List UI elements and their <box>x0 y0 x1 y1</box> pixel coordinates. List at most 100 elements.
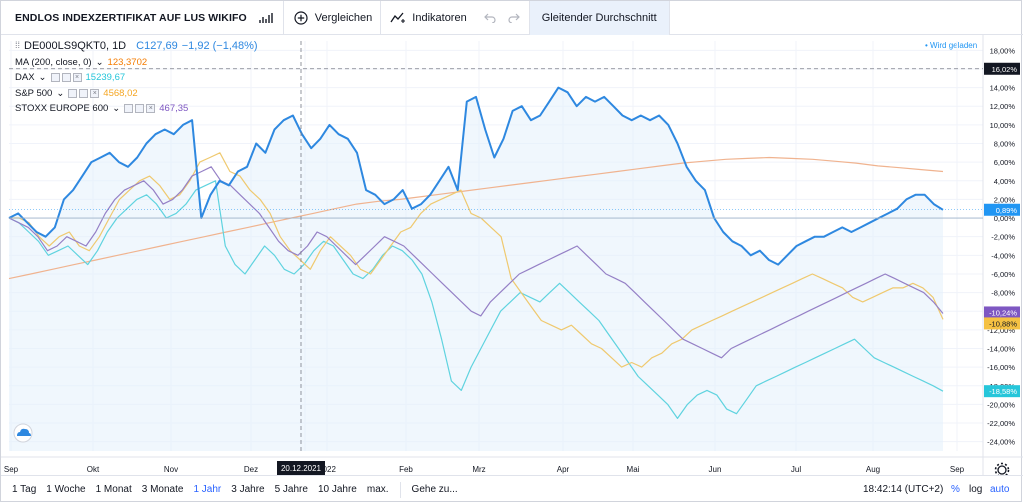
last-value-badge <box>984 306 1020 319</box>
eye-icon[interactable] <box>50 73 60 83</box>
time-axis[interactable]: SepOktNovDezJan2022FebMrzAprMaiJunJulAug… <box>1 456 1023 474</box>
x-tick-label: Aug <box>866 465 880 474</box>
y-tick-label: -4,00% <box>991 251 1015 260</box>
eye-icon[interactable] <box>68 88 78 98</box>
y-tick-label: -20,00% <box>987 400 1015 409</box>
range-button[interactable]: 3 Monate <box>141 484 184 495</box>
series-line-spx <box>9 152 944 368</box>
settings-icon[interactable] <box>61 73 71 83</box>
chevron-down-icon[interactable]: ⌄ <box>95 56 104 68</box>
close-icon[interactable]: × <box>90 88 100 98</box>
last-value-badge <box>984 203 1020 216</box>
series-value-spx: 4568,02 <box>103 87 138 99</box>
settings-icon[interactable] <box>79 88 89 98</box>
y-tick-label: -14,00% <box>987 345 1015 354</box>
close-icon[interactable]: × <box>72 73 82 83</box>
series-value-dax: 15239,67 <box>85 72 126 83</box>
main-change: −1,92 (−1,48%) <box>181 40 258 52</box>
y-tick-label: -12,00% <box>987 326 1015 335</box>
y-tick-label: 0,00% <box>994 214 1016 223</box>
last-value-label: 0,89% <box>996 206 1018 215</box>
percent-toggle[interactable]: % <box>951 484 960 495</box>
redo-button[interactable] <box>502 1 529 35</box>
x-tick-label: Okt <box>87 465 100 474</box>
gear-icon[interactable] <box>994 462 1010 476</box>
undo-icon <box>481 9 499 27</box>
range-button[interactable]: 1 Monat <box>95 484 132 495</box>
bottom-toolbar: 1 Tag 1 Woche 1 Monat 3 Monate 1 Jahr 3 Jahre… <box>1 475 1023 503</box>
series-value-stoxx: 467,35 <box>159 103 189 114</box>
gear-icon-teeth[interactable] <box>994 462 1010 476</box>
range-button[interactable]: 1 Tag <box>12 484 37 495</box>
range-button[interactable]: 1 Jahr <box>193 484 222 495</box>
legend-ma-row[interactable]: MA (200, close, 0) ⌄ 123,3702 <box>15 55 258 71</box>
price-chart[interactable]: SepOktNovDezJan2022FebMrzAprMaiJunJulAug… <box>1 35 1023 475</box>
range-button[interactable]: max. <box>366 484 389 495</box>
chart-overlay: 20.12.2021 16,02% 0,89% -10,24% -10,88% -18,5… <box>9 41 1020 475</box>
log-toggle[interactable]: log <box>969 484 983 495</box>
last-value-badge <box>984 317 1020 330</box>
toolbar-divider <box>528 0 530 35</box>
y-tick-label: -8,00% <box>991 289 1015 298</box>
last-value-label: -10,88% <box>989 319 1017 328</box>
compare-button[interactable]: Vergleichen <box>284 1 381 35</box>
clock: 18:42:14 (UTC+2) <box>863 484 944 495</box>
moving-average-tab[interactable]: Gleitender Durchschnitt <box>529 0 669 35</box>
x-tick-label: Jun <box>709 465 722 474</box>
settings-icon[interactable] <box>135 104 145 114</box>
redo-icon <box>505 9 523 27</box>
compare-label: Vergleichen <box>314 11 373 24</box>
toolbar-divider <box>668 0 670 35</box>
indicators-button[interactable]: Indikatoren <box>381 1 474 35</box>
chevron-down-icon[interactable]: ⌄ <box>56 87 65 99</box>
legend-main-row[interactable]: ⁞⁞ DE000LS9QKT0, 1D C127,69 −1,92 (−1,48… <box>15 39 258 55</box>
gear-icon-ring[interactable] <box>997 465 1007 475</box>
indicators-label: Indikatoren <box>412 11 467 24</box>
crosshair-value-label: 16,02% <box>992 65 1018 74</box>
y-tick-label: 4,00% <box>994 177 1016 186</box>
range-button[interactable]: 3 Jahre <box>231 484 265 495</box>
price-axis[interactable]: 18,00%16,00%14,00%12,00%10,00%8,00%6,00%… <box>982 35 1016 475</box>
legend-series-row[interactable]: STOXX EUROPE 600 ⌄ × 467,35 <box>15 101 258 117</box>
series-controls: × <box>124 104 156 114</box>
ma-value: 123,3702 <box>107 56 148 68</box>
series-name-stoxx: STOXX EUROPE 600 <box>15 103 109 114</box>
x-tick-label: Feb <box>399 465 413 474</box>
chevron-down-icon[interactable]: ⌄ <box>112 103 121 114</box>
goto-button[interactable]: Gehe zu... <box>411 484 458 495</box>
x-tick-label: Mrz <box>472 465 485 474</box>
y-tick-label: -22,00% <box>987 419 1015 428</box>
range-button[interactable]: 5 Jahre <box>274 484 308 495</box>
legend-collapse-icon[interactable]: ⁞⁞ <box>15 40 21 51</box>
eye-icon[interactable] <box>124 104 134 114</box>
auto-toggle[interactable]: auto <box>990 484 1010 495</box>
bars-style-icon[interactable] <box>257 9 275 27</box>
symbol-title[interactable]: ENDLOS INDEXZERTIFIKAT AUF LUS WIKIFO <box>15 11 247 24</box>
crosshair-date-label: 20.12.2021 <box>281 464 322 473</box>
plus-circle-icon <box>292 9 310 27</box>
chevron-down-icon[interactable]: ⌄ <box>38 72 47 83</box>
x-tick-label: Nov <box>164 465 178 474</box>
chart-lines <box>8 86 944 419</box>
y-tick-label: 18,00% <box>990 46 1016 55</box>
x-tick-label: 2022 <box>318 465 336 474</box>
close-icon[interactable]: × <box>146 104 156 114</box>
y-tick-label: -6,00% <box>991 270 1015 279</box>
series-line-dax <box>8 180 944 419</box>
chart-legend: ⁞⁞ DE000LS9QKT0, 1D C127,69 −1,92 (−1,48… <box>15 39 258 117</box>
range-button[interactable]: 10 Jahre <box>317 484 357 495</box>
cloud-icon[interactable] <box>13 423 33 443</box>
x-tick-label: Apr <box>557 465 570 474</box>
y-tick-label: 12,00% <box>990 102 1016 111</box>
undo-button[interactable] <box>475 1 502 35</box>
legend-series-row[interactable]: DAX ⌄ × 15239,67 <box>15 70 258 86</box>
cloud-icon-shape[interactable] <box>17 428 31 436</box>
top-toolbar: ENDLOS INDEXZERTIFIKAT AUF LUS WIKIFO Ve… <box>1 0 1023 35</box>
range-button[interactable]: 1 Woche <box>46 484 86 495</box>
y-tick-label: -24,00% <box>987 438 1015 447</box>
main-area-fill <box>9 87 943 451</box>
main-symbol: DE000LS9QKT0, 1D <box>24 40 127 52</box>
legend-series-row[interactable]: S&P 500 ⌄ × 4568,02 <box>15 86 258 102</box>
last-value-label: -10,24% <box>989 308 1017 317</box>
